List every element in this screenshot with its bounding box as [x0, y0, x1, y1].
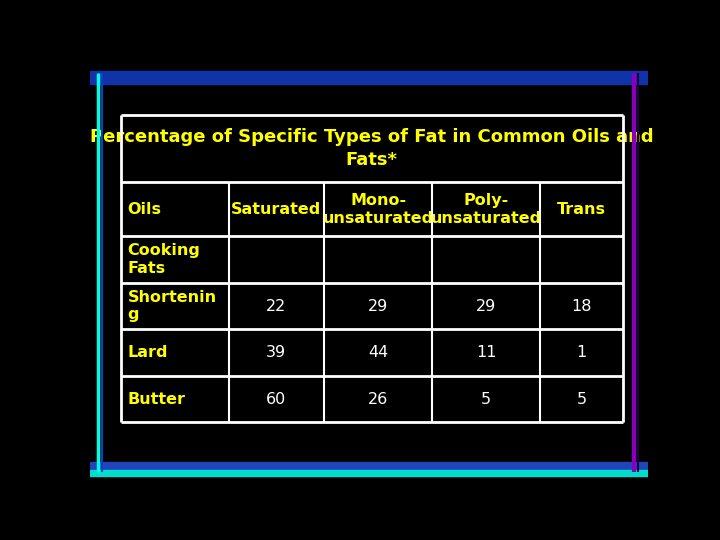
Text: Mono-
unsaturated: Mono- unsaturated [323, 193, 433, 226]
Text: Oils: Oils [127, 202, 161, 217]
Text: 1: 1 [576, 345, 587, 360]
Bar [90, 71, 648, 84]
Text: 39: 39 [266, 345, 287, 360]
Text: Poly-
unsaturated: Poly- unsaturated [431, 193, 541, 226]
Text: 5: 5 [577, 392, 587, 407]
Bar [90, 462, 648, 470]
Text: 44: 44 [368, 345, 388, 360]
Text: Trans: Trans [557, 202, 606, 217]
Text: Saturated: Saturated [231, 202, 322, 217]
Text: 60: 60 [266, 392, 287, 407]
Text: 26: 26 [368, 392, 388, 407]
Text: Butter: Butter [127, 392, 185, 407]
Bar [121, 114, 623, 422]
Text: Lard: Lard [127, 345, 168, 360]
Text: 22: 22 [266, 299, 287, 314]
Text: Cooking
Fats: Cooking Fats [127, 244, 200, 276]
Text: 29: 29 [476, 299, 496, 314]
Text: Percentage of Specific Types of Fat in Common Oils and
Fats*: Percentage of Specific Types of Fat in C… [90, 129, 654, 168]
Text: 5: 5 [481, 392, 491, 407]
Text: Shortenin
g: Shortenin g [127, 290, 217, 322]
Text: 11: 11 [476, 345, 496, 360]
Bar [90, 470, 648, 476]
Text: 18: 18 [571, 299, 592, 314]
Text: 29: 29 [368, 299, 388, 314]
